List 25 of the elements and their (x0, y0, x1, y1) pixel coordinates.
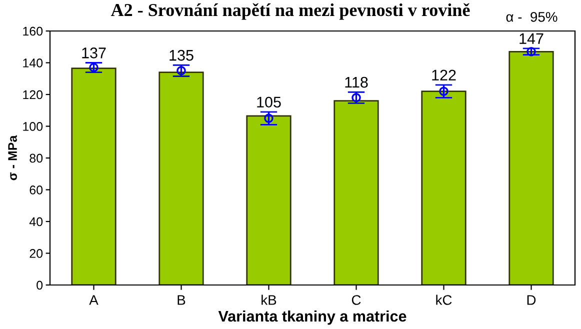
y-tick-label: 160 (23, 26, 43, 36)
y-tick-label: 40 (29, 217, 43, 226)
y-axis-title: σ - MPa (8, 135, 17, 180)
data-label: 118 (345, 76, 368, 88)
data-label: 122 (432, 70, 456, 80)
data-label: 147 (520, 33, 544, 44)
y-tick-label: 100 (23, 122, 43, 131)
data-label: 135 (170, 50, 194, 61)
y-tick-label: 140 (23, 58, 43, 68)
x-tick-label: A (89, 295, 98, 305)
x-tick-label: B (178, 295, 186, 305)
chart-title: A2 - Srovnání napětí na mezi pevnosti v rovině (110, 3, 470, 20)
data-label: 137 (82, 48, 106, 58)
x-tick-label: kB (262, 294, 276, 305)
x-tick-label: kC (436, 294, 452, 305)
y-tick-label: 0 (36, 280, 43, 290)
x-tick-label: D (527, 295, 536, 305)
x-tick-label: C (352, 295, 361, 305)
y-tick-label: 20 (30, 249, 43, 258)
y-tick-label: 60 (30, 186, 43, 194)
y-tick-label: 120 (23, 90, 43, 100)
text: α - 95% (506, 12, 558, 22)
x-axis-title: Varianta tkaniny a matrice (218, 310, 406, 325)
data-label: 105 (257, 96, 281, 108)
y-tick-label: 80 (30, 154, 43, 163)
